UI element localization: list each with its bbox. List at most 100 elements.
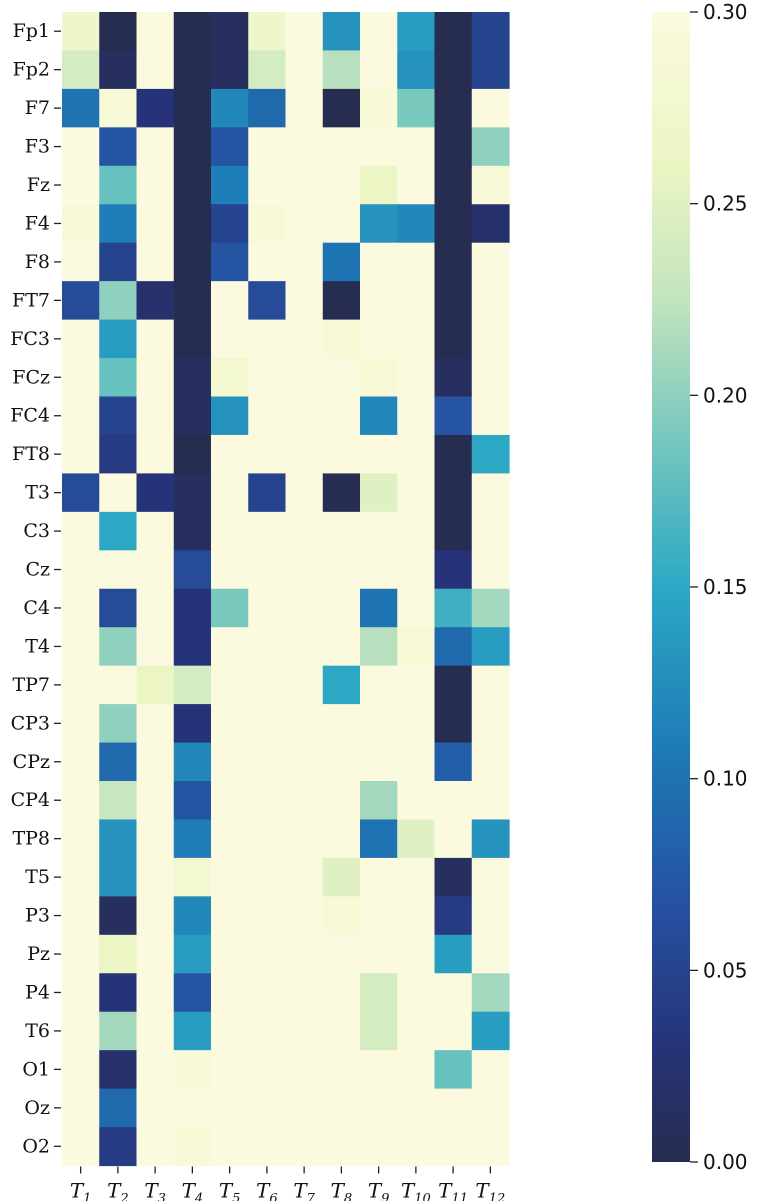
- heatmap-cell: [99, 973, 138, 1013]
- heatmap-cell: [471, 1088, 510, 1128]
- heatmap-cell: [211, 781, 249, 821]
- heatmap-cell: [211, 165, 249, 205]
- heatmap-cell: [136, 396, 175, 436]
- heatmap-cell: [99, 204, 138, 244]
- row-labels: Fp1 Fp2 F7 F3 Fz F4 F8 FT7 FC3 FCz FC4 FT8 T3 C3 Cz C4 T…: [10, 20, 61, 1157]
- heatmap-cell: [136, 819, 175, 859]
- colorbar-tick-label: 0.15: [703, 575, 748, 599]
- heatmap-cell: [136, 550, 175, 590]
- colorbar-ticks: 0.00 0.05 0.10 0.15 0.20 0.25 0.30: [690, 0, 748, 1174]
- heatmap-cell: [322, 781, 361, 821]
- heatmap-cell: [434, 896, 473, 936]
- row-label: T4: [25, 635, 50, 657]
- heatmap-cell: [285, 781, 324, 821]
- heatmap-cell: [173, 857, 212, 897]
- heatmap-cell: [360, 165, 398, 205]
- heatmap-cell: [471, 550, 510, 590]
- heatmap-cell: [322, 1011, 361, 1051]
- heatmap-cell: [211, 511, 249, 551]
- heatmap-cell: [211, 88, 249, 128]
- heatmap-cell: [173, 627, 212, 667]
- colorbar-tick-label: 0.05: [703, 958, 748, 982]
- heatmap-cell: [99, 281, 138, 321]
- heatmap-cell: [248, 281, 287, 321]
- heatmap-cell: [173, 704, 212, 744]
- heatmap-cell: [99, 857, 138, 897]
- heatmap-cell: [136, 1011, 175, 1051]
- heatmap-cell: [434, 550, 473, 590]
- heatmap-cell: [99, 165, 138, 205]
- heatmap-cell: [471, 588, 510, 628]
- heatmap-cell: [248, 242, 287, 282]
- colorbar-tick-label: 0.00: [703, 1150, 748, 1174]
- heatmap-cell: [248, 1050, 287, 1090]
- row-label: F8: [25, 251, 50, 273]
- heatmap-cell: [471, 742, 510, 782]
- column-label: T11: [438, 1179, 468, 1201]
- heatmap-cell: [62, 896, 100, 936]
- heatmap-cell: [397, 1088, 436, 1128]
- heatmap-cell: [360, 473, 398, 513]
- heatmap-cell: [62, 627, 100, 667]
- column-label: T10: [401, 1179, 431, 1201]
- heatmap-cell: [322, 1050, 361, 1090]
- heatmap-cell: [285, 434, 324, 474]
- heatmap-cell: [99, 319, 138, 359]
- heatmap-cell: [248, 588, 287, 628]
- heatmap-cell: [397, 934, 436, 974]
- heatmap-cell: [136, 742, 175, 782]
- heatmap-cell: [434, 396, 473, 436]
- heatmap-cell: [397, 781, 436, 821]
- column-label: T4: [182, 1179, 204, 1201]
- heatmap-cell: [471, 50, 510, 90]
- heatmap-cell: [285, 127, 324, 167]
- heatmap-cell: [322, 396, 361, 436]
- heatmap-cell: [136, 281, 175, 321]
- heatmap-cell: [248, 781, 287, 821]
- heatmap-cell: [360, 127, 398, 167]
- heatmap-cell: [360, 358, 398, 398]
- heatmap-cell: [99, 781, 138, 821]
- heatmap-cell: [62, 358, 100, 398]
- heatmap-cell: [211, 127, 249, 167]
- heatmap-cell: [99, 1050, 138, 1090]
- heatmap-cell: [434, 127, 473, 167]
- row-label: C4: [23, 597, 50, 619]
- heatmap-cell: [99, 742, 138, 782]
- heatmap-cell: [211, 973, 249, 1013]
- heatmap-cell: [173, 165, 212, 205]
- heatmap-cell: [434, 242, 473, 282]
- heatmap-cell: [434, 204, 473, 244]
- heatmap-cell: [285, 973, 324, 1013]
- heatmap-cell: [62, 473, 100, 513]
- heatmap-cell: [173, 281, 212, 321]
- heatmap-cell: [471, 934, 510, 974]
- heatmap-cell: [397, 511, 436, 551]
- heatmap-cell: [434, 88, 473, 128]
- heatmap-cell: [173, 88, 212, 128]
- heatmap-cell: [99, 1127, 138, 1167]
- heatmap-cell: [471, 896, 510, 936]
- heatmap-cell: [360, 896, 398, 936]
- heatmap-cell: [211, 1088, 249, 1128]
- heatmap-cell: [360, 434, 398, 474]
- heatmap-cell: [322, 473, 361, 513]
- heatmap-cell: [136, 665, 175, 705]
- column-label: T2: [107, 1179, 129, 1201]
- heatmap-cell: [173, 588, 212, 628]
- heatmap-cell: [471, 242, 510, 282]
- heatmap-cell: [322, 281, 361, 321]
- heatmap-cell: [322, 511, 361, 551]
- heatmap-cell: [248, 473, 287, 513]
- heatmap-cell: [397, 550, 436, 590]
- column-label: T5: [219, 1179, 241, 1201]
- heatmap-cell: [62, 665, 100, 705]
- heatmap-cell: [211, 281, 249, 321]
- row-label: Cz: [25, 559, 50, 581]
- heatmap-cell: [211, 358, 249, 398]
- heatmap-cell: [136, 242, 175, 282]
- heatmap-cell: [471, 627, 510, 667]
- heatmap-cell: [285, 1050, 324, 1090]
- heatmap-cell: [360, 1088, 398, 1128]
- heatmap-cell: [173, 511, 212, 551]
